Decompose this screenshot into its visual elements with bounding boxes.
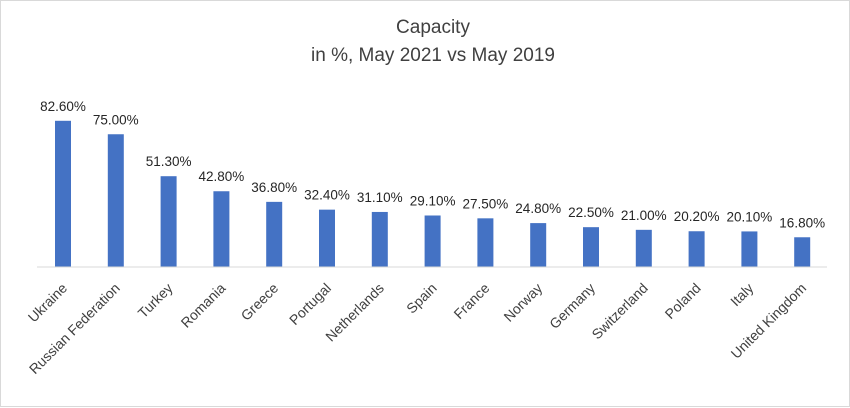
bar-italy [741, 231, 758, 267]
bars-group [55, 120, 811, 267]
data-label: 75.00% [93, 112, 139, 127]
data-labels-group: 82.60% 75.00% 51.30% 42.80% 36.80% 32.40% 31.1… [40, 99, 825, 230]
bar-united-kingdom [794, 237, 811, 267]
bar-ukraine [55, 120, 71, 267]
bar-france [477, 218, 494, 267]
category-label: Portugal [286, 280, 334, 328]
data-label: 31.10% [357, 190, 403, 205]
category-label: Poland [662, 280, 704, 322]
chart-title: Capacity [396, 17, 470, 38]
category-label: Greece [238, 280, 282, 324]
data-label: 82.60% [40, 99, 86, 114]
category-label: Spain [403, 280, 440, 317]
data-label: 21.00% [621, 208, 667, 223]
bar-russian-federation [107, 134, 124, 267]
data-label: 22.50% [568, 205, 614, 220]
data-label: 42.80% [199, 169, 245, 184]
bar-turkey [160, 176, 177, 267]
bar-portugal [319, 209, 335, 267]
chart-subtitle: in %, May 2021 vs May 2019 [311, 45, 555, 66]
data-label: 24.80% [515, 201, 561, 216]
data-label: 51.30% [146, 154, 192, 169]
data-label: 20.10% [727, 209, 773, 224]
data-label: 29.10% [410, 193, 456, 208]
category-label: France [450, 280, 492, 322]
bar-spain [424, 215, 441, 267]
category-label: Germany [546, 280, 598, 332]
category-label: Romania [178, 280, 229, 331]
bar-greece [266, 201, 283, 267]
category-label: Italy [727, 280, 756, 309]
bar-romania [213, 191, 230, 267]
bar-germany [583, 227, 599, 267]
bar-norway [530, 223, 547, 267]
category-label: Switzerland [588, 280, 650, 342]
data-label: 27.50% [463, 196, 509, 211]
bar-switzerland [635, 229, 652, 267]
category-label: Turkey [135, 280, 176, 321]
data-label: 36.80% [251, 180, 297, 195]
data-label: 20.20% [674, 209, 720, 224]
data-label: 16.80% [779, 215, 825, 230]
category-label: Norway [500, 280, 545, 325]
bar-netherlands [371, 211, 388, 267]
category-label: Russian Federation [26, 280, 123, 377]
data-label: 32.40% [304, 188, 350, 203]
bar-poland [688, 231, 705, 267]
category-label: Ukraine [25, 280, 71, 326]
